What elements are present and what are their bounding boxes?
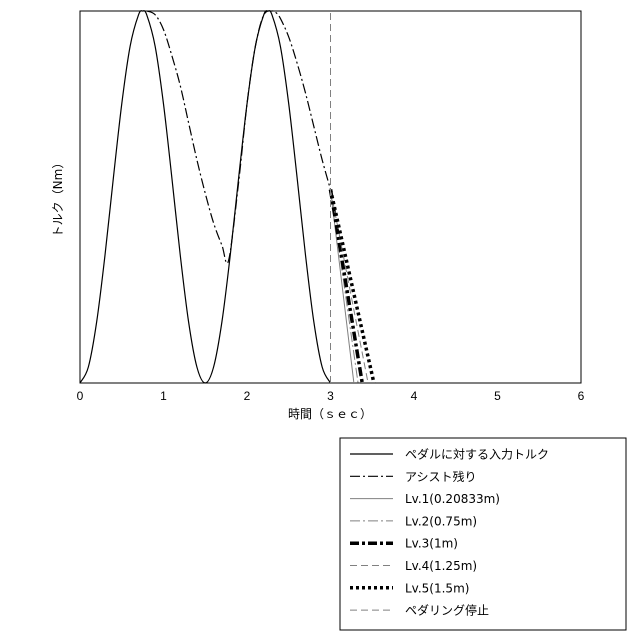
legend-label: Lv.1(0.20833m) bbox=[405, 492, 500, 506]
plot-lines bbox=[80, 11, 374, 383]
y-axis-label: トルク（Nm） bbox=[51, 157, 65, 238]
legend-label: Lv.5(1.5m) bbox=[405, 581, 469, 595]
legend-label: Lv.4(1.25m) bbox=[405, 559, 477, 573]
series-line-series-1 bbox=[147, 11, 331, 263]
legend-label: ペダリング停止 bbox=[405, 603, 489, 618]
series-line-lv-1-0-20833m bbox=[331, 190, 354, 383]
series-line-lv-5-1-5m bbox=[331, 190, 374, 383]
legend-label: アシスト残り bbox=[405, 470, 477, 484]
x-axis-label: 時間（ｓｅｃ） bbox=[288, 407, 372, 421]
x-tick-label: 2 bbox=[244, 389, 251, 403]
x-tick-label: 6 bbox=[578, 389, 585, 403]
x-tick-label: 5 bbox=[494, 389, 501, 403]
legend-label: Lv.2(0.75m) bbox=[405, 514, 477, 528]
x-tick-labels: 0 1 2 3 4 5 6 bbox=[77, 389, 585, 403]
x-tick-label: 1 bbox=[160, 389, 167, 403]
x-tick-label: 3 bbox=[327, 389, 334, 403]
legend-label: ペダルに対する入力トルク bbox=[405, 447, 549, 462]
series-line-series-0 bbox=[80, 11, 331, 383]
series-line-lv-2-0-75m bbox=[331, 190, 359, 383]
legend-box bbox=[340, 438, 626, 630]
x-tick-label: 4 bbox=[411, 389, 418, 403]
x-tick-label: 0 bbox=[77, 389, 84, 403]
series-line-lv-3-1m bbox=[331, 190, 363, 383]
legend-label: Lv.3(1m) bbox=[405, 537, 458, 551]
series-line-lv-4-1-25m bbox=[331, 190, 369, 383]
